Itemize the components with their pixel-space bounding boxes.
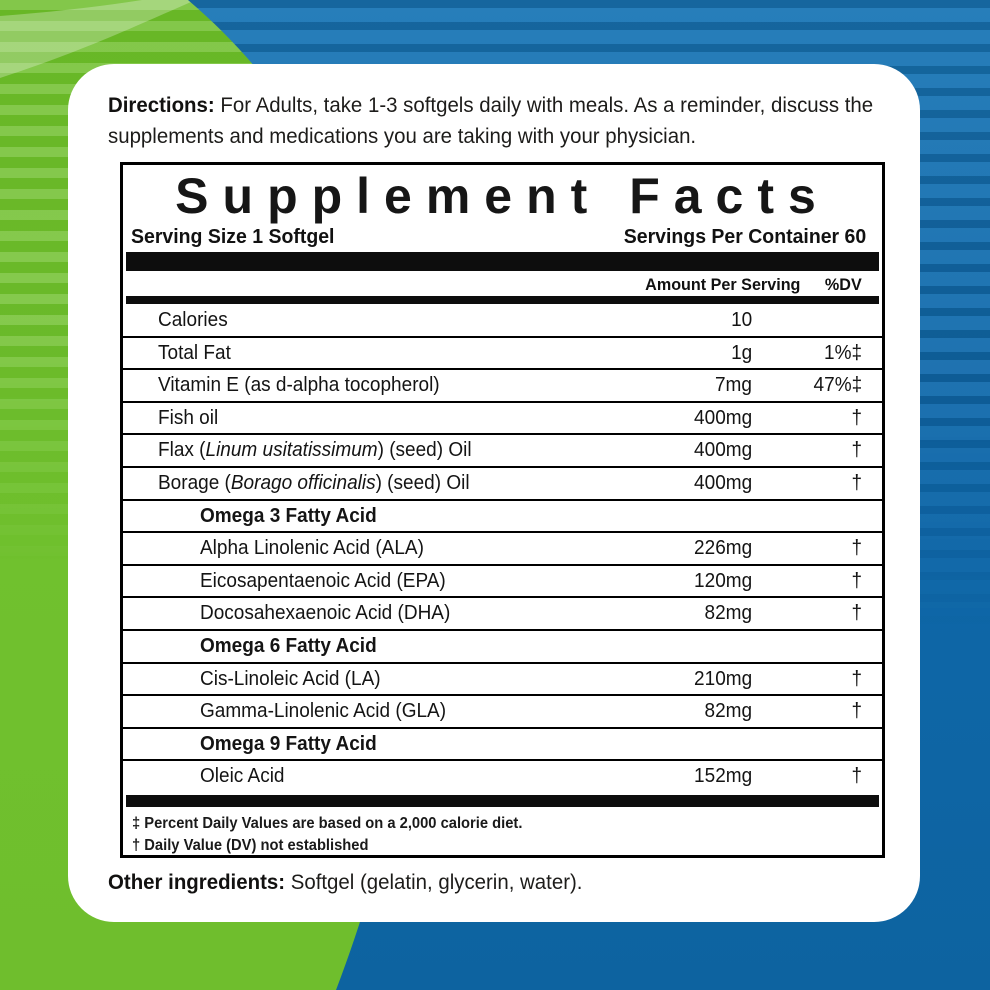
supplement-facts-table: Supplement Facts Serving Size 1 Softgel … [120,162,885,858]
directions-line1: For Adults, take 1-3 softgels daily with… [220,93,874,117]
amount-value: 82mg [704,602,752,625]
table-row: Total Fat 1g 1%‡ [123,338,882,371]
amount-value: 400mg [693,471,752,494]
column-header-row: Amount Per Serving %DV [123,275,882,295]
footnotes: ‡ Percent Daily Values are based on a 2,… [132,813,543,857]
table-row: Fish oil 400mg † [123,403,882,436]
nutrient-name: Gamma-Linolenic Acid (GLA) [200,700,447,723]
table-row: Alpha Linolenic Acid (ALA) 226mg † [123,533,882,566]
table-row: Eicosapentaenoic Acid (EPA) 120mg † [123,566,882,599]
nutrient-name: Calories [158,309,228,331]
dv-value: † [851,700,862,723]
table-row: Vitamin E (as d-alpha tocopherol) 7mg 47%‡ [123,370,882,403]
divider-bar-bottom [126,795,879,807]
table-row: Cis-Linoleic Acid (LA) 210mg † [123,664,882,697]
amount-value: 210mg [693,667,752,690]
nutrient-name: Omega 6 Fatty Acid [200,634,377,657]
amount-value: 10 [730,309,752,331]
dv-value: † [851,667,862,690]
supplement-facts-title: Supplement Facts [175,168,830,224]
directions-text: Directions: For Adults, take 1-3 softgel… [108,90,898,152]
other-ingredients: Other ingredients: Softgel (gelatin, gly… [108,870,607,895]
table-row: Omega 3 Fatty Acid [123,501,882,534]
amount-value: 400mg [693,439,752,462]
nutrient-name: Fish oil [158,406,219,429]
dv-value: † [851,537,862,560]
divider-bar-thick [126,252,879,271]
nutrient-rows: Calories 10 Total Fat 1g 1%‡ Vitamin E (as d-… [123,305,882,792]
dv-value: † [851,765,862,788]
dv-value: † [851,602,862,625]
footnote-dv-not-established: † Daily Value (DV) not established [132,837,369,854]
table-row: Docosahexaenoic Acid (DHA) 82mg † [123,598,882,631]
divider-bar-medium [126,296,879,304]
other-ingredients-label: Other ingredients: [108,870,286,894]
nutrient-name: Total Fat [158,341,231,364]
nutrient-name: Docosahexaenoic Acid (DHA) [200,602,451,625]
dv-value: † [851,471,862,494]
label-card: Directions: For Adults, take 1-3 softgel… [68,64,920,922]
directions-line2: supplements and medications you are taki… [108,124,697,148]
nutrient-name: Cis-Linoleic Acid (LA) [200,667,381,690]
amount-value: 120mg [693,569,752,592]
dv-value: † [851,406,862,429]
dv-value: 47%‡ [813,374,862,397]
table-row: Borage (Borago officinalis) (seed) Oil 40… [123,468,882,501]
amount-value: 152mg [693,765,752,788]
dv-value: 1%‡ [823,341,862,364]
serving-size: Serving Size 1 Softgel [131,225,335,248]
amount-value: 7mg [715,374,752,397]
nutrient-name: Oleic Acid [200,765,285,788]
other-ingredients-text: Softgel (gelatin, glycerin, water). [290,870,583,894]
nutrient-name: Omega 9 Fatty Acid [200,732,377,755]
serving-info-row: Serving Size 1 Softgel Servings Per Cont… [131,225,866,249]
column-header-dv: %DV [825,275,862,294]
amount-value: 226mg [693,537,752,560]
table-row: Calories 10 [123,305,882,338]
nutrient-name: Eicosapentaenoic Acid (EPA) [200,569,446,592]
dv-value: † [851,569,862,592]
nutrient-name: Omega 3 Fatty Acid [200,504,377,527]
footnote-daily-values: ‡ Percent Daily Values are based on a 2,… [132,815,523,832]
table-row: Flax (Linum usitatissimum) (seed) Oil 400… [123,435,882,468]
nutrient-name: Alpha Linolenic Acid (ALA) [200,537,424,560]
column-header-amount: Amount Per Serving [644,275,800,294]
nutrient-name: Vitamin E (as d-alpha tocopherol) [158,374,440,397]
nutrient-name: Flax (Linum usitatissimum) (seed) Oil [158,439,472,462]
directions-label: Directions: [108,93,215,117]
table-row: Omega 6 Fatty Acid [123,631,882,664]
table-row: Omega 9 Fatty Acid [123,729,882,762]
dv-value: † [851,439,862,462]
servings-per-container: Servings Per Container 60 [623,225,866,248]
amount-value: 82mg [704,700,752,723]
amount-value: 400mg [693,406,752,429]
table-row: Gamma-Linolenic Acid (GLA) 82mg † [123,696,882,729]
table-row: Oleic Acid 152mg † [123,761,882,792]
amount-value: 1g [730,341,752,364]
nutrient-name: Borage (Borago officinalis) (seed) Oil [158,471,470,494]
